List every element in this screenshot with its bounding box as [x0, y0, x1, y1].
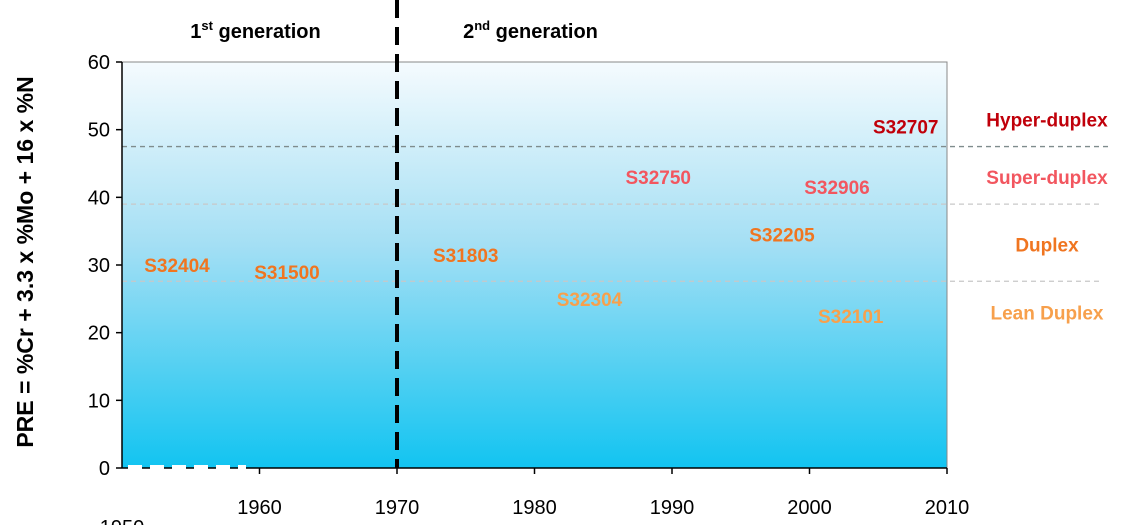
band-label: Hyper-duplex: [986, 111, 1108, 132]
grade-label: S32750: [625, 168, 691, 189]
x-tick-label: 2010: [925, 497, 970, 519]
grade-label: S31500: [254, 263, 320, 284]
generation-label: 2nd generation: [463, 18, 598, 43]
y-tick-label: 10: [88, 390, 110, 412]
plot-area: [121, 61, 948, 469]
x-tick-label: 1980: [512, 497, 557, 519]
y-tick-label: 30: [88, 255, 110, 277]
x-tick-label-partial: 1950: [100, 517, 145, 525]
grade-label: S32205: [749, 226, 815, 247]
x-tick-label: 1990: [650, 497, 695, 519]
grade-label: S31803: [433, 246, 499, 267]
y-tick-label: 50: [88, 120, 110, 142]
y-axis-label: PRE = %Cr + 3.3 x %Mo + 16 x %N: [12, 76, 38, 447]
generation-label: 1st generation: [190, 18, 320, 43]
band-label: Super-duplex: [986, 168, 1108, 189]
y-tick-label: 60: [88, 52, 110, 74]
band-label: Duplex: [1015, 236, 1079, 257]
y-tick-label: 40: [88, 187, 110, 209]
band-label: Lean Duplex: [991, 303, 1104, 324]
grade-label: S32404: [144, 256, 210, 277]
x-tick-label: 1970: [375, 497, 420, 519]
y-tick-label: 20: [88, 323, 110, 345]
x-tick-label: 1960: [237, 497, 282, 519]
y-tick-label: 0: [99, 458, 110, 480]
grade-label: S32304: [557, 290, 623, 311]
grade-label: S32906: [804, 178, 870, 199]
grade-label: S32707: [873, 117, 939, 138]
x-tick-label: 2000: [787, 497, 832, 519]
grade-label: S32101: [818, 307, 884, 328]
